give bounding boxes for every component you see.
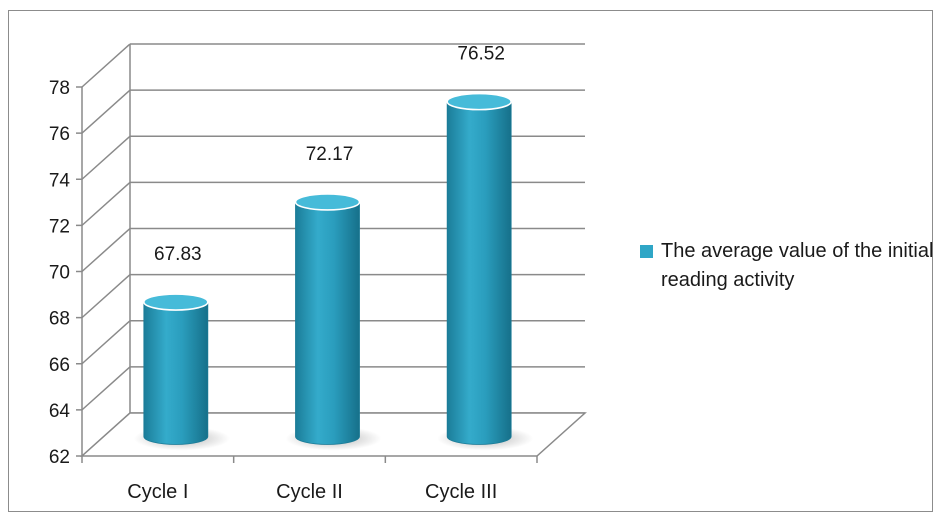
gridline-side [81, 181, 131, 226]
legend-label: The average value of the initial reading… [661, 240, 934, 291]
y-tick-label: 72 [49, 216, 70, 237]
bar-body [295, 201, 360, 445]
bar-top [446, 92, 512, 111]
y-tick-label: 78 [49, 78, 70, 99]
y-tick-label: 66 [49, 355, 70, 376]
y-tick-label: 74 [49, 170, 71, 191]
data-label: 67.83 [154, 244, 202, 265]
bar [446, 92, 512, 445]
bar-body [143, 301, 209, 445]
bars [133, 92, 534, 451]
bar-body [446, 101, 512, 445]
gridline-side [81, 366, 131, 411]
x-tick-label: Cycle III [425, 481, 497, 503]
y-tick-label: 68 [49, 309, 70, 330]
data-label: 76.52 [457, 44, 505, 65]
data-labels: 67.83 72.17 76.52 [154, 44, 505, 265]
gridline-side [81, 135, 131, 180]
x-axis-labels: Cycle I Cycle II Cycle III [127, 481, 497, 503]
bar-top [294, 193, 361, 211]
y-tick-label: 62 [49, 447, 70, 468]
bar [294, 193, 361, 445]
x-tick-label: Cycle I [127, 481, 188, 503]
bar [143, 293, 209, 445]
gridline-side [81, 320, 131, 365]
data-label: 72.17 [306, 144, 354, 165]
gridline-side [81, 227, 131, 273]
y-axis-ticks: 62 64 66 68 70 72 74 76 78 [49, 78, 82, 468]
y-tick-label: 64 [49, 401, 71, 422]
x-tick-label: Cycle II [276, 481, 343, 503]
gridline-side [81, 274, 131, 319]
gridline-side [81, 43, 131, 88]
y-tick-label: 76 [49, 124, 70, 145]
gridline-side [81, 89, 131, 134]
legend-swatch [640, 245, 653, 258]
bar-top [143, 293, 209, 311]
y-tick-label: 70 [49, 263, 70, 284]
